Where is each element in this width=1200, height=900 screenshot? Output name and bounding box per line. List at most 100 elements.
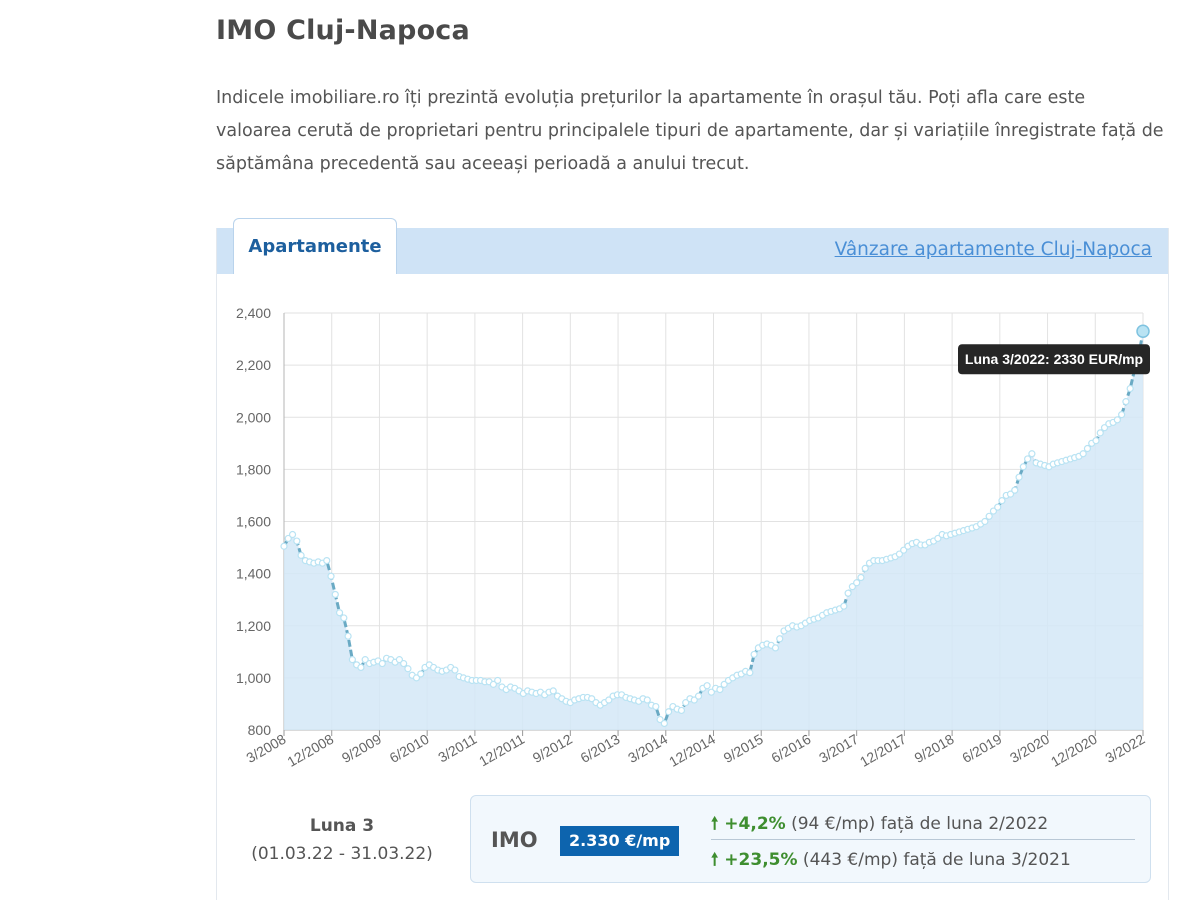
- data-point: [750, 650, 758, 659]
- data-point: [985, 512, 993, 520]
- data-point: [451, 666, 459, 674]
- month-info: Luna 3 (01.03.22 - 31.03.22): [217, 816, 467, 864]
- data-point: [1122, 398, 1130, 406]
- data-point: [1096, 429, 1104, 437]
- price-chart: 800 1,000 1,200 1,400 1,600 1,800 2,000 2,200 2,…: [236, 305, 1150, 770]
- data-point: [1113, 416, 1121, 424]
- data-point: [378, 659, 386, 668]
- data-point: [327, 572, 335, 580]
- data-point: [348, 656, 356, 664]
- monthly-change-percent: +4,2%: [724, 814, 786, 834]
- data-point: [703, 682, 711, 690]
- data-point: [694, 692, 703, 700]
- imo-label: IMO: [491, 828, 538, 852]
- data-point: [776, 635, 784, 643]
- data-point: [1126, 384, 1134, 393]
- data-point: [1100, 424, 1109, 432]
- tab-bar: Apartamente Vânzare apartamente Cluj-Nap…: [217, 218, 1168, 274]
- month-title: Luna 3: [309, 816, 375, 836]
- imo-summary-box: IMO 2.330 €/mp 🠕 +4,2% (94 €/mp) față de …: [470, 795, 1151, 883]
- data-point: [1011, 486, 1019, 494]
- data-point: [549, 687, 557, 695]
- data-point: [357, 663, 365, 672]
- tab-apartamente[interactable]: Apartamente: [233, 218, 397, 274]
- month-range: (01.03.22 - 31.03.22): [251, 844, 433, 864]
- data-point: [1118, 411, 1126, 419]
- data-point: [660, 719, 668, 728]
- data-point: [344, 632, 352, 640]
- data-point: [994, 503, 1002, 511]
- data-point: [340, 614, 348, 622]
- intro-text: Indicele imobiliare.ro îți prezintă evol…: [216, 88, 1164, 174]
- data-point: [848, 583, 856, 591]
- y-tick-label: 1,400: [236, 566, 271, 582]
- data-point: [400, 659, 408, 668]
- data-point: [652, 702, 660, 711]
- x-tick-label: 6/2013: [577, 731, 622, 766]
- yearly-change-percent: +23,5%: [724, 850, 798, 870]
- data-point: [395, 656, 403, 664]
- imo-widget: Apartamente Vânzare apartamente Cluj-Nap…: [216, 218, 1169, 900]
- x-tick-label: 6/2010: [387, 731, 432, 766]
- data-point: [895, 550, 904, 558]
- monthly-change: 🠕 +4,2% (94 €/mp) față de luna 2/2022: [711, 811, 1048, 840]
- yearly-change-text: (443 €/mp) față de luna 3/2021: [797, 850, 1071, 870]
- x-tick-label: 6/2019: [959, 731, 1004, 766]
- y-tick-label: 2,000: [236, 409, 271, 425]
- data-point: [844, 589, 852, 597]
- x-tick-label: 12/2017: [857, 731, 909, 770]
- x-tick-label: 9/2012: [530, 731, 575, 766]
- data-point: [280, 542, 288, 550]
- data-point: [716, 686, 724, 694]
- sale-apartments-link[interactable]: Vânzare apartamente Cluj-Napoca: [834, 239, 1152, 260]
- x-tick-label: 3/2017: [816, 731, 861, 766]
- data-point: [720, 680, 728, 688]
- data-point: [707, 688, 715, 696]
- data-point: [665, 708, 673, 716]
- data-point: [853, 579, 861, 587]
- x-tick-label: 3/2020: [1007, 731, 1052, 766]
- x-tick-label: 12/2020: [1048, 731, 1100, 770]
- x-tick-label: 3/2011: [435, 731, 479, 766]
- data-point: [1015, 473, 1023, 481]
- data-point: [840, 602, 848, 610]
- x-tick-label: 9/2018: [912, 731, 957, 766]
- data-point: [331, 590, 339, 599]
- data-point: [900, 546, 908, 554]
- data-point: [288, 530, 297, 539]
- x-tick-label: 12/2014: [666, 731, 718, 770]
- page-title: IMO Cluj-Napoca: [216, 15, 470, 46]
- data-point: [857, 573, 865, 582]
- data-point: [1006, 490, 1015, 498]
- data-point: [981, 517, 989, 526]
- data-point: [861, 564, 869, 573]
- data-point: [934, 534, 942, 543]
- data-point: [682, 699, 690, 707]
- up-arrow-icon: 🠕: [711, 814, 719, 834]
- data-point: [656, 715, 664, 724]
- data-point: [293, 537, 301, 545]
- data-point: [588, 695, 596, 703]
- data-point: [643, 696, 651, 704]
- data-point: [771, 644, 780, 652]
- x-tick-label: 12/2011: [476, 731, 527, 770]
- data-point: [677, 706, 686, 715]
- up-arrow-icon: 🠕: [711, 850, 719, 870]
- data-point: [404, 665, 412, 673]
- data-point: [417, 670, 425, 678]
- data-point: [998, 497, 1006, 505]
- data-point: [323, 556, 331, 565]
- y-tick-label: 2,400: [236, 305, 271, 321]
- data-point: [690, 696, 698, 704]
- x-tick-label: 9/2009: [339, 731, 384, 766]
- area-fill: [284, 331, 1143, 730]
- y-tick-label: 1,200: [236, 618, 271, 634]
- y-tick-label: 1,000: [236, 670, 271, 686]
- data-point: [412, 674, 421, 682]
- data-point: [489, 680, 498, 688]
- tooltip-text: Luna 3/2022: 2330 EUR/mp: [965, 351, 1143, 367]
- data-point: [1024, 455, 1032, 463]
- data-point: [1028, 450, 1036, 458]
- monthly-change-text: (94 €/mp) față de luna 2/2022: [785, 814, 1049, 834]
- x-tick-label: 6/2016: [768, 731, 813, 766]
